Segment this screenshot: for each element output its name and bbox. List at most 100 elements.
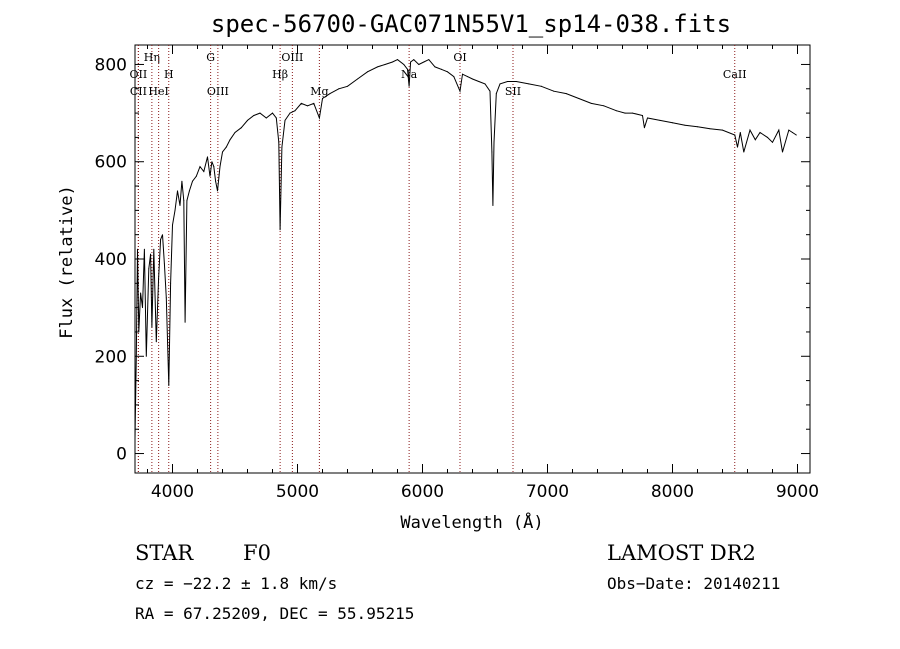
spectral-line-label: OIII [207,85,229,98]
spectrum-point [453,76,455,78]
spectrum-point [207,156,208,158]
spectral-subclass: F0 [243,541,271,565]
spectrum-point [162,234,163,236]
spectral-line-label: CaII [723,68,747,81]
spectral-line-label: H [164,68,174,81]
spectrum-point [434,66,436,68]
spectrum-point [749,129,751,131]
spectrum-point [153,248,155,250]
spectrum-point [492,205,494,206]
spectrum-point [392,61,393,63]
y-tick-label: 600 [95,153,127,173]
spectrum-point [278,141,280,143]
spectrum-point [507,81,508,82]
spectrum-point [179,205,181,206]
y-axis-label: Flux (relative) [57,185,77,339]
spectrum-point [778,129,780,131]
spectrum-point [578,98,580,99]
spectrum-point [150,253,152,255]
spectrum-point [499,83,501,85]
spectrum-point [672,122,673,124]
spectrum-point [767,136,768,138]
spectrum-point [170,282,172,284]
spectrum-point [403,64,405,65]
spectrum-point [447,71,448,73]
plot-frame [134,44,811,474]
spectrum-point [272,112,273,114]
spectral-line-label: Mg [310,85,328,98]
spectrum-point [643,127,645,129]
spectral-line-label: Hη [144,51,160,64]
spectral-line-label: OII [130,68,148,81]
spectrum-point [172,224,173,226]
spectrum-point [138,331,140,333]
spectrum-point [565,93,567,95]
spectrum-point [754,139,756,141]
spectrum-point [647,117,648,119]
spectrum-point [410,61,412,63]
spectrum-point [423,61,425,63]
x-tick-label: 7000 [526,482,569,502]
spectral-line-label: HeI [148,85,168,98]
spectrum-point [428,59,430,61]
spectrum-point [459,90,461,92]
spectrum-point [222,151,223,153]
spectrum-point [275,117,277,119]
spectrum-point [219,166,221,168]
spectrum-point [478,81,480,82]
spectrum-point [203,171,205,172]
spectrum-point [155,341,157,343]
spectrum-point [265,117,267,119]
spectrum-point [397,59,398,61]
spectrum-point [440,68,442,70]
spectrum-point [240,127,242,129]
spectrum-point [165,297,167,299]
spectrum-point [211,161,213,163]
spectral-line-label: OI [453,51,466,64]
spectrum-point [624,112,626,114]
x-tick-label: 9000 [776,482,819,502]
spectrum-point [137,248,138,250]
spectrum-point [168,385,170,386]
spectrum-point [418,64,420,65]
observation-date: Obs−Date: 20140211 [607,574,780,593]
spectrum-point [135,355,137,357]
spectrum-point [279,229,281,231]
spectrum-point [734,134,736,136]
spectrum-point [213,166,215,168]
spectrum-point [515,81,517,82]
spectrum-point [367,71,368,73]
object-type: STAR [135,541,194,565]
spectrum-point [377,66,378,68]
spectrum-point [615,110,617,112]
spectrum-point [739,132,741,133]
spectral-line-label: Hβ [272,68,288,81]
spectral-line-label: CII [130,85,147,98]
spectrum-point [528,83,530,85]
y-tick-label: 400 [95,250,127,270]
axis-ticks: 4000 5000 6000 7000 8000 9000 0 200 400 600 800 [95,45,819,502]
spectrum-point [300,102,302,104]
spectrum-point [192,180,193,182]
spectrum-point [338,88,340,90]
spectrum-point [759,132,761,133]
spectrum-point [307,105,308,107]
y-tick-label: 800 [95,55,127,75]
spectrum-point [217,190,218,192]
spectrum-point [281,146,283,148]
x-tick-label: 4000 [151,482,194,502]
spectrum-point [684,124,686,126]
spectrum-point [195,175,197,177]
spectrum-point [489,90,491,92]
spectrum-point [158,278,160,279]
spectrum-point [697,126,698,128]
spectrum-line [134,58,797,440]
spectrum-point [590,102,592,104]
spectrum-point [357,78,358,80]
x-tick-label: 6000 [401,482,444,502]
spectrum-point [743,151,745,153]
spectrum-point [792,132,793,133]
spectrum-point [408,85,410,87]
spectrum-point [603,105,605,107]
